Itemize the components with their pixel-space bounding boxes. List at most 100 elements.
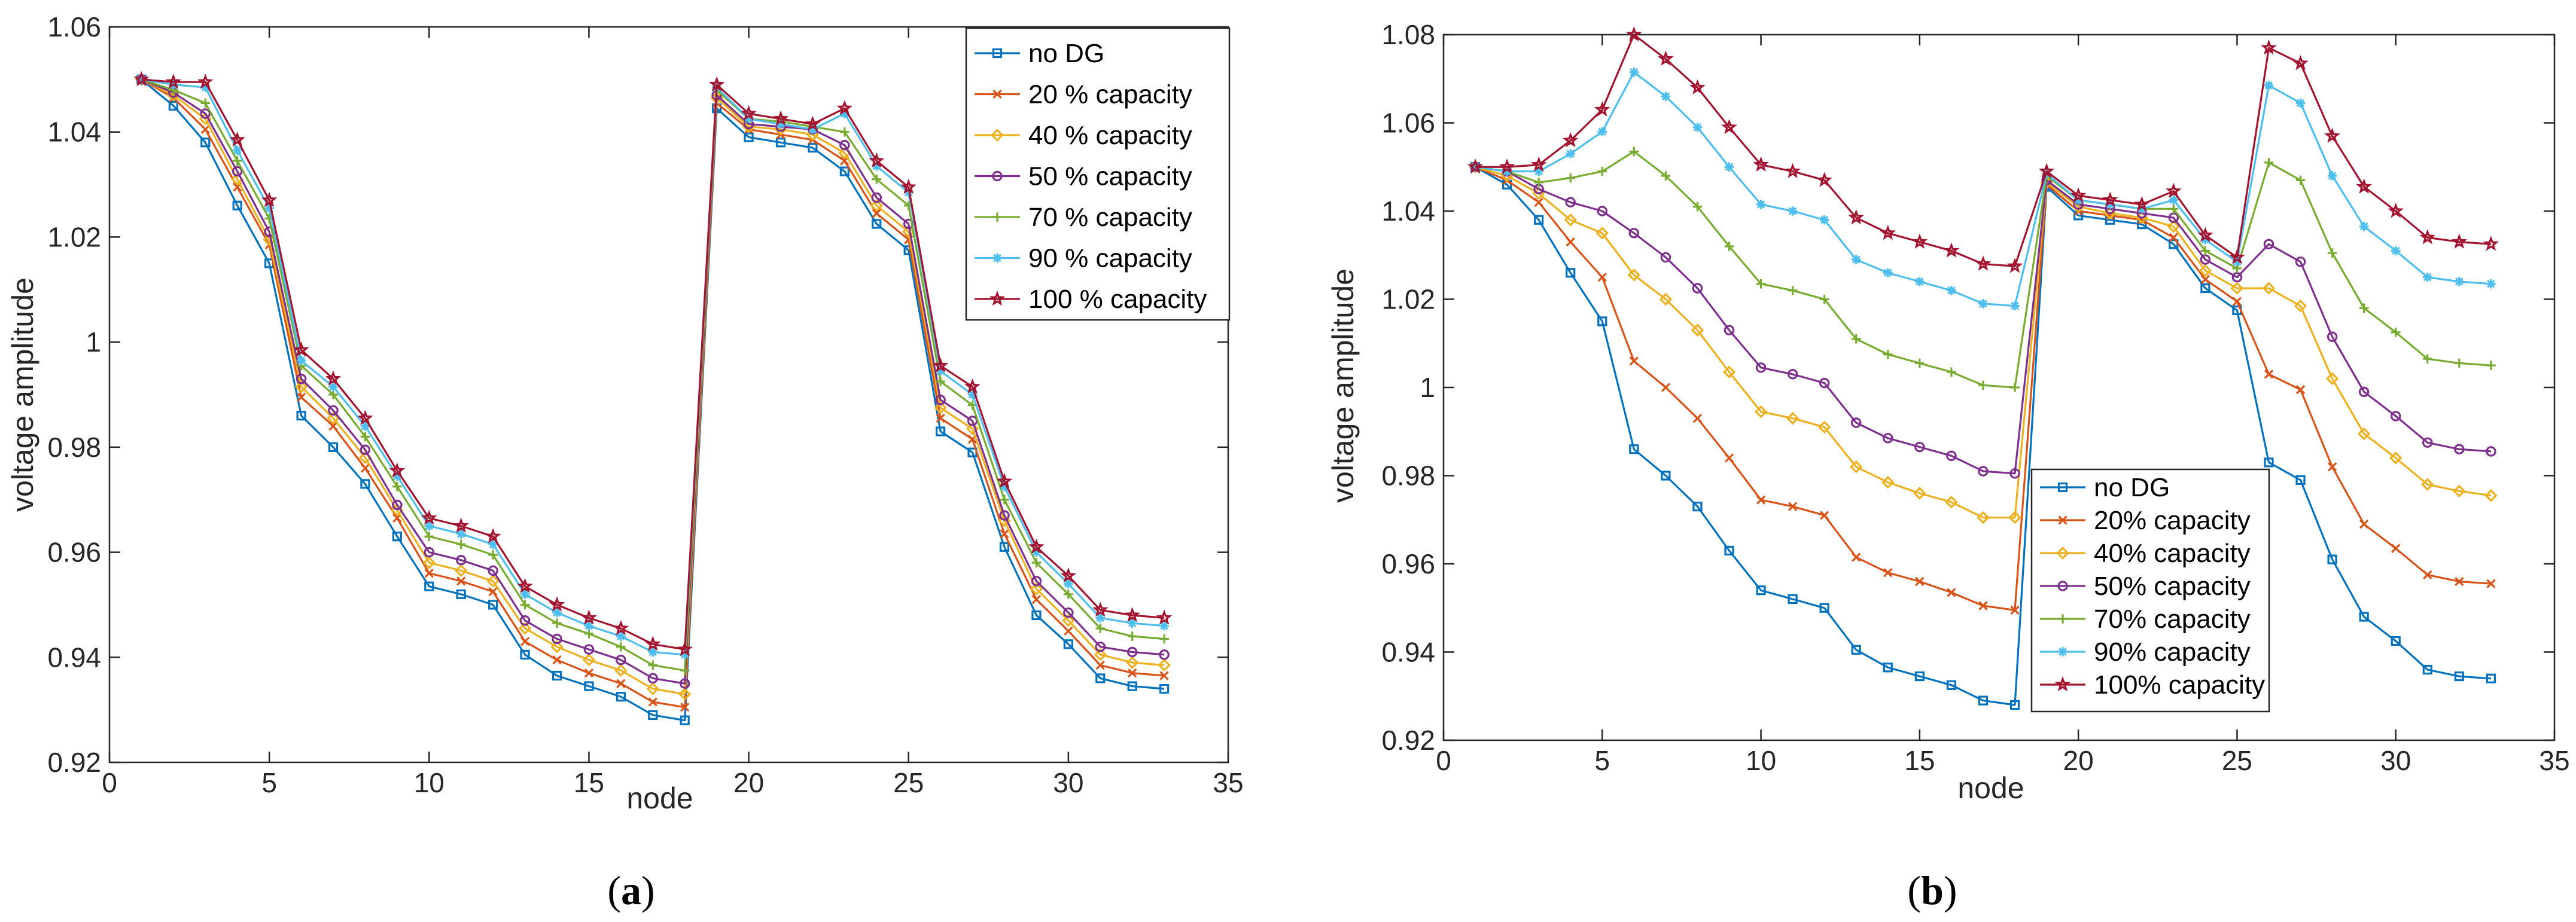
data-point: [1595, 227, 1609, 240]
data-point: [680, 715, 690, 725]
data-point: [1597, 166, 1607, 176]
data-point: [2264, 81, 2274, 90]
data-point: [1661, 471, 1671, 481]
data-point: [1629, 356, 1639, 366]
data-point: [294, 380, 308, 393]
x-tick-label: 35: [2539, 745, 2569, 776]
data-point: [1627, 268, 1641, 282]
data-point: [264, 203, 274, 213]
data-point: [936, 366, 945, 376]
data-point: [1692, 202, 1703, 212]
data-point: [2454, 671, 2464, 682]
data-point: [2455, 358, 2464, 368]
data-point: [392, 532, 402, 542]
data-point: [200, 83, 211, 92]
data-point: [1534, 166, 1543, 176]
data-point: [2134, 196, 2150, 212]
data-point: [1095, 613, 1106, 623]
data-point: [2359, 303, 2369, 313]
data-point: [1030, 582, 1043, 596]
data-point: [360, 444, 371, 455]
data-point: [967, 416, 978, 426]
data-point: [1566, 237, 1575, 247]
data-point: [2295, 475, 2306, 485]
data-point: [1883, 568, 1893, 578]
data-point: [1658, 50, 1674, 66]
data-point: [2200, 274, 2210, 284]
data-point: [453, 517, 469, 533]
data-point: [1661, 383, 1671, 392]
x-tick-label: 5: [1594, 745, 1610, 776]
data-point: [2423, 570, 2432, 580]
data-point: [360, 463, 370, 473]
data-point: [1943, 242, 1960, 258]
y-tick-label: 1.04: [47, 117, 101, 148]
data-point: [1660, 252, 1671, 263]
y-tick-label: 0.94: [1381, 637, 1435, 668]
data-point: [1883, 349, 1893, 359]
legend-marker: [992, 170, 1003, 182]
data-point: [552, 670, 562, 681]
data-point: [2010, 605, 2020, 615]
y-tick-label: 1.08: [1381, 19, 1435, 50]
series-line: [1475, 166, 2492, 475]
data-point: [2324, 127, 2340, 143]
data-point: [2357, 427, 2371, 441]
data-point: [1159, 671, 1169, 680]
y-tick-label: 1.04: [1381, 196, 1435, 227]
legend-label: 90% capacity: [2094, 637, 2251, 667]
data-point: [200, 98, 211, 108]
legend-entry: 20% capacity: [2040, 506, 2251, 535]
data-point: [200, 138, 211, 148]
data-point: [2359, 519, 2369, 529]
data-point: [168, 100, 178, 111]
data-point: [934, 401, 947, 414]
data-point: [680, 650, 690, 660]
data-point: [869, 152, 885, 168]
legend-marker: [2058, 647, 2068, 657]
data-point: [1031, 595, 1042, 605]
data-point: [1159, 649, 1170, 660]
series-line: [1475, 33, 2492, 267]
legend-label: 70 % capacity: [1028, 203, 1192, 232]
data-point: [2327, 554, 2337, 564]
data-point: [839, 166, 849, 176]
data-point: [1883, 433, 1893, 444]
y-axis-label: voltage amplitude: [1326, 268, 1360, 503]
data-point: [1881, 475, 1895, 489]
data-point: [2486, 446, 2496, 457]
data-point: [1534, 215, 1544, 225]
data-point: [582, 653, 596, 667]
data-point: [424, 581, 434, 591]
data-point: [2359, 612, 2369, 622]
data-point: [1064, 626, 1073, 636]
data-point: [1063, 607, 1074, 618]
data-point: [1947, 285, 1956, 295]
data-point: [2422, 664, 2432, 675]
data-point: [1722, 365, 1736, 378]
legend-marker: [2058, 614, 2068, 624]
data-point: [232, 145, 242, 155]
data-point: [741, 105, 757, 121]
data-point: [1629, 444, 1639, 454]
data-point: [1692, 413, 1703, 423]
data-point: [616, 654, 626, 665]
data-point: [519, 615, 531, 626]
data-point: [1064, 579, 1073, 589]
data-point: [2006, 258, 2023, 273]
data-point: [1594, 101, 1610, 117]
data-point: [296, 411, 306, 421]
data-point: [1159, 621, 1169, 631]
data-point: [1028, 538, 1045, 554]
data-point: [2137, 204, 2147, 214]
data-point: [647, 673, 659, 684]
data-point: [1127, 618, 1137, 628]
data-point: [1159, 683, 1170, 694]
data-point: [328, 422, 338, 431]
data-point: [775, 138, 786, 148]
data-point: [648, 660, 658, 670]
data-point: [1883, 663, 1893, 673]
data-point: [1060, 567, 1077, 583]
legend-label: 20% capacity: [2094, 506, 2251, 535]
